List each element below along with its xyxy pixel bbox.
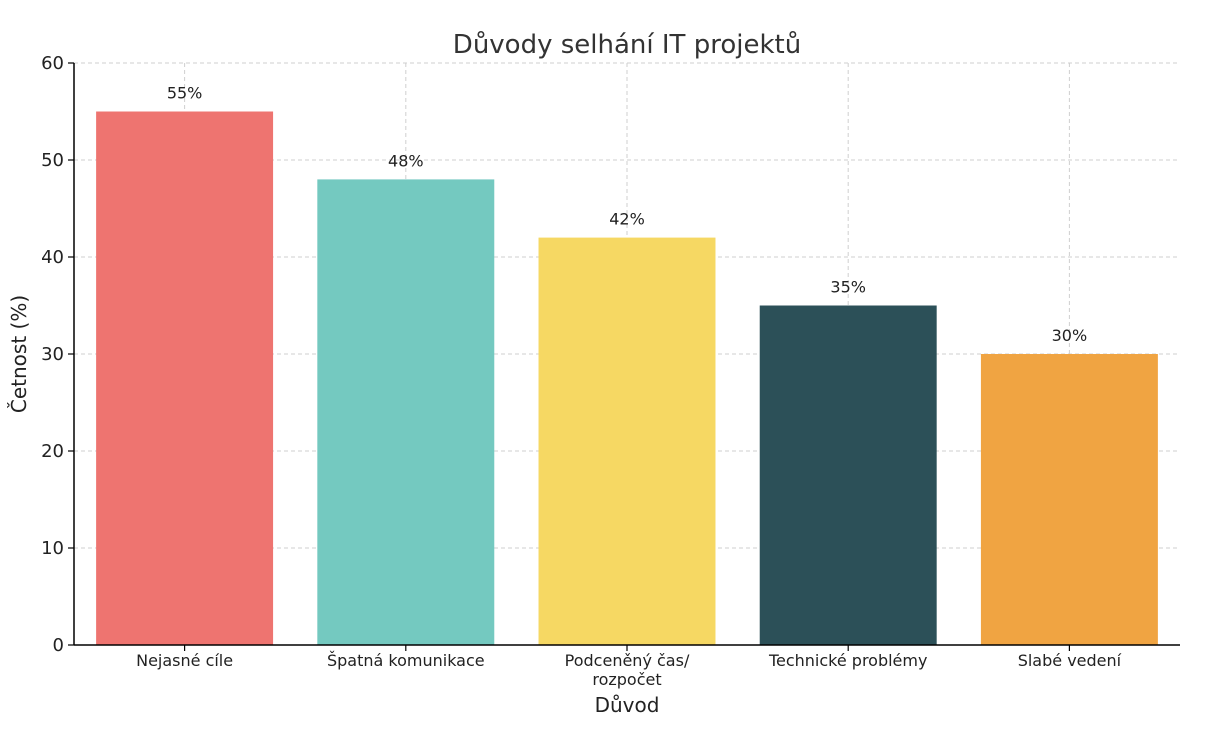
- data-label: 42%: [609, 210, 645, 229]
- labels: 0 10 20 30 40 50 60 55% Nejasné cíle 48% Špatná ko…: [41, 53, 1122, 689]
- bar: [96, 111, 274, 645]
- y-tick-label: 20: [41, 441, 64, 462]
- data-label: 48%: [388, 151, 424, 170]
- x-tick-label: Technické problémy: [768, 651, 928, 670]
- data-label: 55%: [167, 84, 203, 103]
- bar: [759, 305, 937, 645]
- data-label: 35%: [830, 278, 866, 297]
- data-label: 30%: [1052, 326, 1088, 345]
- x-axis-title: Důvod: [595, 693, 660, 717]
- x-tick-label: Podceněný čas/rozpočet: [565, 651, 690, 689]
- bars: [96, 111, 1158, 645]
- y-tick-label: 10: [41, 538, 64, 559]
- x-tick-label: Špatná komunikace: [327, 651, 485, 670]
- y-tick-label: 50: [41, 150, 64, 171]
- x-tick-label: Slabé vedení: [1018, 651, 1122, 670]
- y-tick-label: 60: [41, 53, 64, 74]
- y-axis-title: Četnost (%): [7, 295, 31, 413]
- axes: [68, 62, 1180, 651]
- y-tick-label: 0: [53, 635, 64, 656]
- bar: [980, 354, 1158, 645]
- chart-title: Důvody selhání IT projektů: [453, 30, 801, 60]
- y-tick-label: 30: [41, 344, 64, 365]
- x-tick-label: Nejasné cíle: [136, 651, 233, 670]
- y-tick-label: 40: [41, 247, 64, 268]
- bar: [538, 237, 716, 645]
- bar: [317, 179, 495, 645]
